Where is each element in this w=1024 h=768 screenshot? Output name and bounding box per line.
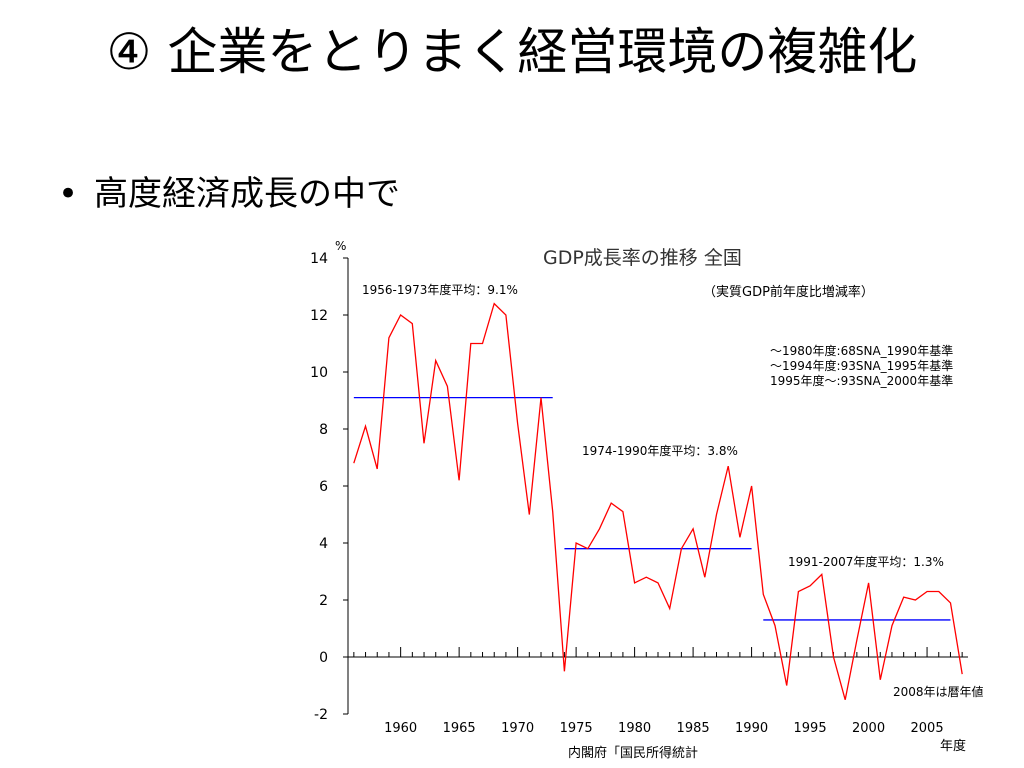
average-label: 1991-2007年度平均：1.3% bbox=[788, 554, 944, 569]
source-label: 内閣府「国民所得統計 bbox=[568, 745, 698, 761]
chart-subtitle: （実質GDP前年度比増減率） bbox=[703, 284, 874, 300]
x-tick-label: 1985 bbox=[677, 721, 710, 736]
y-tick-label: 6 bbox=[319, 479, 328, 495]
x-tick-label: 1980 bbox=[618, 721, 651, 736]
x-tick-label: 1995 bbox=[794, 721, 827, 736]
y-tick-label: 0 bbox=[319, 650, 328, 666]
x-tick-label: 1965 bbox=[443, 721, 476, 736]
annotation-2008: 2008年は暦年値 bbox=[893, 684, 984, 699]
y-tick-label: 8 bbox=[319, 422, 328, 438]
y-unit-label: % bbox=[335, 239, 346, 253]
y-tick-label: 14 bbox=[310, 251, 328, 267]
note-line-1: ～1980年度:68SNA_1990年基準 bbox=[770, 343, 953, 358]
note-line-3: 1995年度～:93SNA_2000年基準 bbox=[770, 373, 953, 388]
x-tick-label: 1990 bbox=[735, 721, 768, 736]
x-tick-label: 1970 bbox=[501, 721, 534, 736]
y-tick-label: 12 bbox=[310, 308, 328, 324]
slide-title: ④ 企業をとりまく経営環境の複雑化 bbox=[106, 23, 918, 81]
x-tick-label: 1975 bbox=[560, 721, 593, 736]
bullet-dot: • bbox=[58, 174, 79, 214]
gdp-growth-line bbox=[353, 302, 963, 700]
y-tick-label: 4 bbox=[319, 536, 328, 552]
average-label: 1974-1990年度平均：3.8% bbox=[582, 443, 738, 458]
x-unit-label: 年度 bbox=[940, 738, 966, 754]
x-tick-label: 1960 bbox=[384, 721, 417, 736]
note-line-2: ～1994年度:93SNA_1995年基準 bbox=[770, 358, 953, 373]
y-tick-label: 2 bbox=[319, 593, 328, 609]
y-tick-label: 10 bbox=[310, 365, 328, 381]
bullet-text: 高度経済成長の中で bbox=[94, 174, 400, 214]
y-tick-label: -2 bbox=[314, 707, 328, 723]
x-tick-label: 2005 bbox=[911, 721, 944, 736]
bullet-item: • 高度経済成長の中で bbox=[58, 170, 400, 218]
chart-plot-area: -2 0 2 4 6 8 10 12 14 1960 1965 1970 1975 1980 1985 199… bbox=[310, 251, 968, 736]
chart-title: GDP成長率の推移 全国 bbox=[543, 247, 742, 269]
x-tick-label: 2000 bbox=[852, 721, 885, 736]
average-label: 1956-1973年度平均：9.1% bbox=[362, 282, 518, 297]
